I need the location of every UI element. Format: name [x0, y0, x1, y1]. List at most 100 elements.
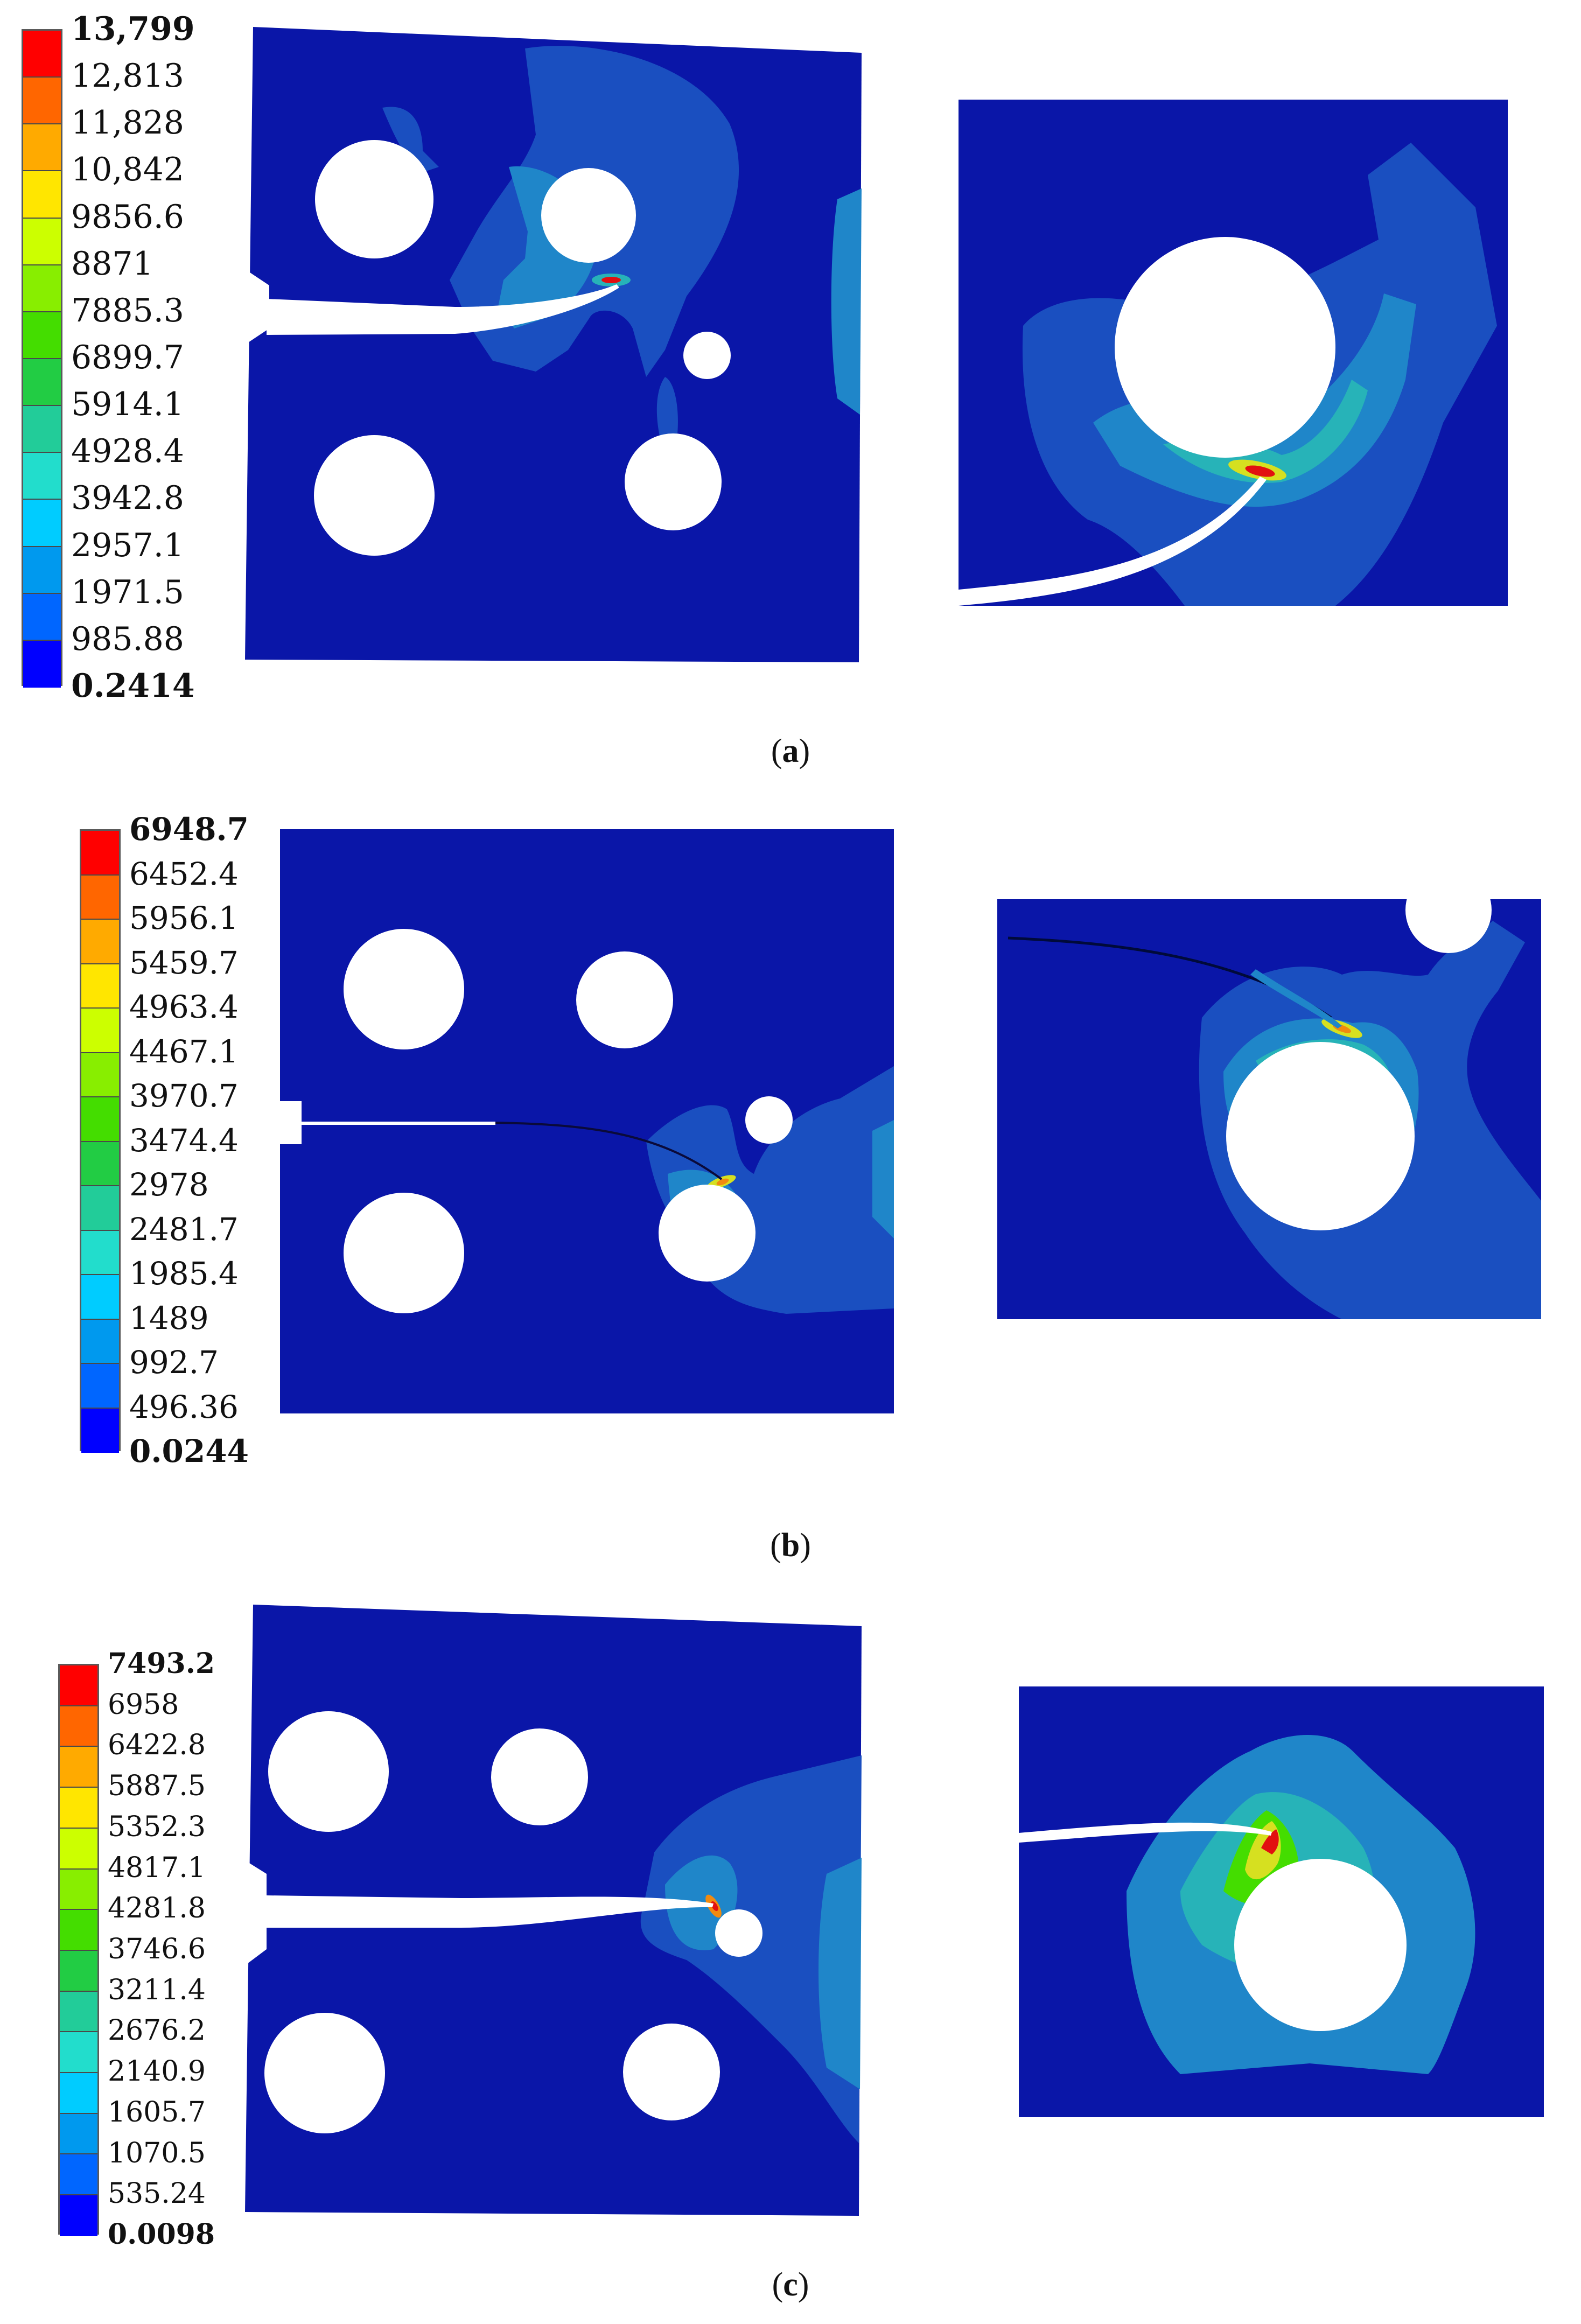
crack [959, 477, 1267, 606]
hole [344, 929, 464, 1049]
legend-swatch [81, 1408, 119, 1453]
hotspot-core [1261, 1829, 1279, 1854]
legend-swatch [81, 1142, 119, 1186]
legend-swatch [60, 2113, 97, 2155]
panel-a: 13,799 12,813 11,828 10,842 9856.6 8871 7885.3… [0, 0, 1581, 786]
legend-tick-label: 3746.6 [108, 1933, 206, 1965]
legend-swatch [60, 1828, 97, 1870]
crack [302, 1122, 495, 1125]
legend-tick-label: 5956.1 [129, 900, 239, 936]
legend-swatch [23, 640, 61, 688]
legend-swatch [23, 78, 61, 125]
notch [245, 1860, 267, 1965]
legend-swatch [60, 1910, 97, 1951]
hole [344, 1193, 464, 1313]
legend-tick-label: 6452.4 [129, 855, 239, 892]
crack [267, 284, 619, 335]
legend-swatch [81, 831, 119, 876]
legend-tick-label: 1985.4 [129, 1255, 239, 1292]
hole [745, 1096, 793, 1144]
crack-opening [1250, 969, 1342, 1028]
hotspot-core [601, 277, 621, 283]
legend-tick-label: 3970.7 [129, 1077, 239, 1114]
legend-swatch [81, 1319, 119, 1364]
legend-tick-label: 2957.1 [71, 526, 184, 564]
legend-tick-label: 6899.7 [71, 339, 184, 376]
legend-tick-label: 3474.4 [129, 1122, 239, 1159]
legend-tick-label: 3942.8 [71, 479, 184, 517]
legend-swatch [81, 1275, 119, 1320]
legend-swatch [81, 1230, 119, 1275]
zoom-plot [959, 100, 1508, 606]
hole [1226, 1042, 1415, 1230]
legend-swatch [23, 453, 61, 500]
legend-swatch [23, 312, 61, 359]
notch-wedge [280, 1101, 302, 1144]
color-legend: 7493.2 6958 6422.8 5887.5 5352.3 4817.1 4281.8… [58, 1650, 215, 2249]
crack [267, 1895, 713, 1928]
legend-tick-label: 6948.7 [129, 811, 249, 848]
legend-tick-label: 4928.4 [71, 432, 184, 471]
hole [715, 1909, 762, 1957]
full-model-plot [280, 829, 894, 1413]
crack-tail [495, 1122, 723, 1180]
legend-swatch [23, 593, 61, 641]
legend-swatch [60, 1869, 97, 1910]
legend-tick-label: 12,813 [71, 57, 184, 95]
legend-swatch [23, 500, 61, 547]
hole [576, 951, 673, 1048]
crack [1019, 1822, 1272, 1843]
hole [625, 433, 722, 530]
legend-tick-label: 5459.7 [129, 944, 239, 981]
full-model-plot [245, 27, 870, 668]
legend-swatch [60, 2073, 97, 2114]
legend-tick-label: 5352.3 [108, 1810, 206, 1843]
hole [1234, 1859, 1407, 2031]
legend-tick-label: 4963.4 [129, 989, 239, 1025]
hotspot-core [1245, 465, 1275, 477]
legend-tick-label: 11,828 [71, 104, 184, 142]
hole [659, 1185, 755, 1282]
legend-tick-label: 10,842 [71, 151, 184, 189]
legend-swatch [81, 964, 119, 1009]
contour-mid [1093, 293, 1416, 507]
hole [623, 2024, 720, 2120]
legend-tick-label: 0.0244 [129, 1433, 249, 1469]
color-legend: 6948.7 6452.4 5956.1 5459.7 4963.4 4467.1 3970… [80, 814, 257, 1467]
legend-tick-label: 5887.5 [108, 1770, 206, 1803]
legend-tick-label: 2481.7 [129, 1210, 239, 1248]
legend-swatch [60, 1706, 97, 1747]
hole [315, 140, 433, 258]
legend-tick-label: 4281.8 [108, 1892, 206, 1925]
legend-swatch [23, 31, 61, 78]
legend-tick-label: 6958 [108, 1688, 179, 1721]
panel-caption: (b) [770, 1527, 811, 1564]
legend-color-bar [58, 1664, 99, 2236]
legend-tick-label: 0.0098 [108, 2218, 215, 2251]
legend-swatch [23, 171, 61, 219]
legend-tick-label: 2978 [129, 1166, 209, 1203]
color-legend: 13,799 12,813 11,828 10,842 9856.6 8871 7885.3… [22, 13, 215, 702]
zoom-plot [1019, 1686, 1544, 2117]
hotspot-core [716, 1178, 729, 1186]
legend-swatch [81, 1097, 119, 1142]
legend-tick-label: 1070.5 [108, 2137, 206, 2169]
legend-swatch [60, 1991, 97, 2033]
hole [541, 168, 636, 263]
legend-swatch [23, 359, 61, 407]
legend-tick-label: 3211.4 [108, 1973, 206, 2006]
legend-swatch [23, 218, 61, 265]
legend-swatch [60, 2032, 97, 2074]
contour-right-edge [831, 188, 862, 415]
legend-swatch [60, 1747, 97, 1788]
panel-c: 7493.2 6958 6422.8 5887.5 5352.3 4817.1 4281.8… [0, 1572, 1581, 2324]
legend-swatch [81, 1009, 119, 1053]
legend-tick-label: 2676.2 [108, 2014, 206, 2047]
contour-right-edge [819, 1858, 862, 2089]
legend-tick-label: 7885.3 [71, 291, 184, 330]
legend-tick-label: 0.2414 [71, 667, 195, 705]
legend-swatch [81, 1186, 119, 1231]
full-model-plot [245, 1605, 864, 2218]
legend-swatch [23, 124, 61, 172]
hole [491, 1728, 588, 1825]
